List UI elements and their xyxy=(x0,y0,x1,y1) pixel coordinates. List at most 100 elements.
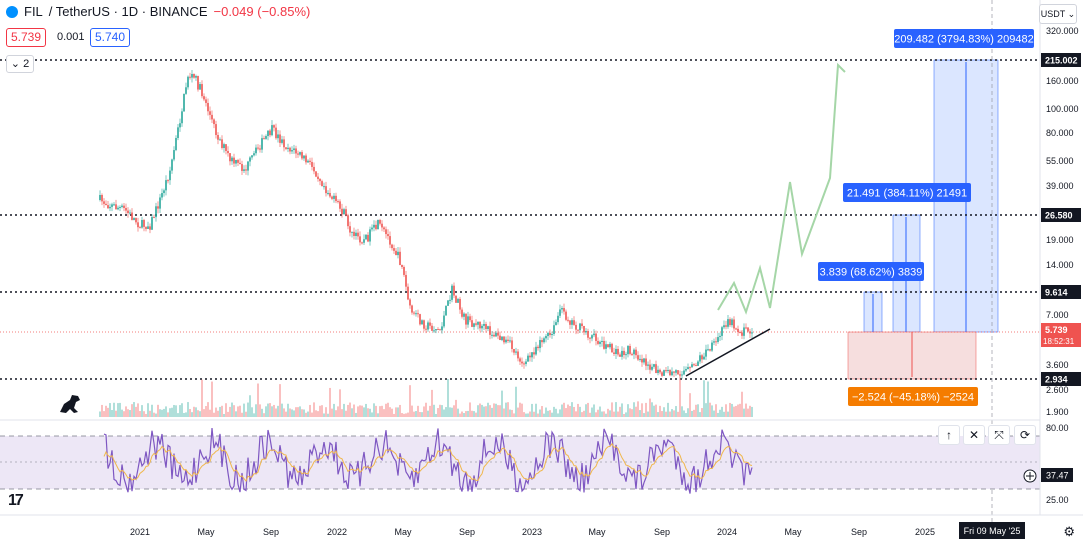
volume-bar xyxy=(719,409,721,417)
close-pane-button[interactable]: ✕ xyxy=(963,425,985,445)
volume-bar xyxy=(655,404,657,417)
volume-bar xyxy=(555,408,557,417)
candle-body xyxy=(531,352,533,358)
volume-bar xyxy=(553,406,555,417)
candle-body xyxy=(281,139,283,143)
candle-body xyxy=(185,87,187,94)
candle-body xyxy=(243,169,245,171)
filecoin-logo-icon xyxy=(6,5,18,18)
volume-bar xyxy=(217,410,219,417)
candle-body xyxy=(363,239,365,243)
projection-path[interactable] xyxy=(717,62,846,315)
candle-body xyxy=(371,227,373,230)
candle-body xyxy=(543,338,545,343)
candle-body xyxy=(405,274,407,287)
level-label-215[interactable] xyxy=(1041,53,1081,67)
buy-price-button[interactable]: 5.740 xyxy=(90,28,131,47)
candle-body xyxy=(553,325,555,335)
candle-body xyxy=(131,212,133,220)
candle-body xyxy=(517,351,519,359)
candle-body xyxy=(225,144,227,151)
candle-body xyxy=(455,295,457,303)
candle-body xyxy=(235,160,237,164)
volume-bar xyxy=(119,402,121,417)
sell-price-button[interactable]: 5.739 xyxy=(6,28,47,47)
symbol-name[interactable]: FIL xyxy=(24,4,43,19)
collapse-pane-button[interactable]: ⤧ xyxy=(988,425,1010,445)
settings-gear-icon[interactable]: ⚙ xyxy=(1063,524,1075,539)
add-plus-icon[interactable] xyxy=(1023,469,1037,483)
level-label-2934[interactable] xyxy=(1041,372,1081,386)
volume-bar xyxy=(503,408,505,417)
candle-body xyxy=(99,195,101,200)
candle-body xyxy=(477,321,479,325)
candle-body xyxy=(275,127,277,139)
replay-dino-icon[interactable] xyxy=(60,395,80,413)
volume-bar xyxy=(447,379,449,417)
volume-bar xyxy=(395,407,397,417)
volume-bar xyxy=(169,408,171,417)
volume-bar xyxy=(605,413,607,417)
volume-bar xyxy=(185,412,187,417)
volume-bar xyxy=(587,402,589,417)
candle-body xyxy=(331,196,333,199)
volume-bar xyxy=(703,380,705,417)
candle-body xyxy=(559,309,561,316)
candle-body xyxy=(203,96,205,100)
candle-body xyxy=(619,354,621,357)
level-label-9614[interactable] xyxy=(1041,285,1081,299)
volume-bar xyxy=(699,412,701,417)
volume-bar xyxy=(221,405,223,417)
volume-bar xyxy=(499,405,501,417)
candle-body xyxy=(191,74,193,78)
candle-body xyxy=(485,323,487,330)
volume-bar xyxy=(647,411,649,417)
candle-body xyxy=(403,266,405,275)
tradingview-logo-icon[interactable]: 17 xyxy=(8,492,24,509)
volume-bar xyxy=(519,402,521,417)
volume-bar xyxy=(341,409,343,417)
level-label-26580[interactable] xyxy=(1041,208,1081,222)
trendline[interactable] xyxy=(685,328,771,377)
volume-bar xyxy=(473,411,475,417)
candle-body xyxy=(147,226,149,229)
candle-body xyxy=(163,190,165,194)
volume-bar xyxy=(427,410,429,417)
volume-bar xyxy=(113,402,115,417)
candle-body xyxy=(137,222,139,228)
volume-bar xyxy=(439,404,441,417)
volume-bar xyxy=(161,409,163,417)
candle-body xyxy=(113,204,115,206)
volume-bar xyxy=(741,391,743,417)
candle-body xyxy=(633,349,635,355)
currency-selector[interactable]: USDT ⌄ xyxy=(1039,4,1077,24)
candle-body xyxy=(527,355,529,362)
time-tick: May xyxy=(588,527,606,537)
volume-bar xyxy=(245,411,247,417)
candle-body xyxy=(257,147,259,149)
volume-bar xyxy=(645,402,647,417)
volume-bar xyxy=(727,411,729,417)
price-tick: 55.000 xyxy=(1046,156,1074,166)
candle-body xyxy=(151,217,153,230)
volume-bar xyxy=(205,406,207,417)
volume-bar xyxy=(343,403,345,417)
maximize-pane-button[interactable]: ⟳ xyxy=(1014,425,1036,445)
candle-body xyxy=(305,155,307,163)
volume-bar xyxy=(173,404,175,417)
move-up-button[interactable]: ↑ xyxy=(938,425,960,445)
symbol-header[interactable]: FIL / TetherUS · 1D · BINANCE −0.049 (−0… xyxy=(6,4,310,19)
candle-body xyxy=(737,328,739,333)
candle-body xyxy=(117,207,119,210)
volume-bar xyxy=(107,407,109,417)
volume-bar xyxy=(491,407,493,417)
candle-body xyxy=(423,320,425,329)
candle-body xyxy=(677,370,679,375)
volume-bar xyxy=(507,402,509,417)
time-tick: 2024 xyxy=(717,527,737,537)
candle-body xyxy=(323,186,325,188)
volume-bar xyxy=(291,409,293,417)
candle-body xyxy=(381,223,383,228)
indicators-collapse-button[interactable]: ⌄ 2 xyxy=(6,55,34,73)
